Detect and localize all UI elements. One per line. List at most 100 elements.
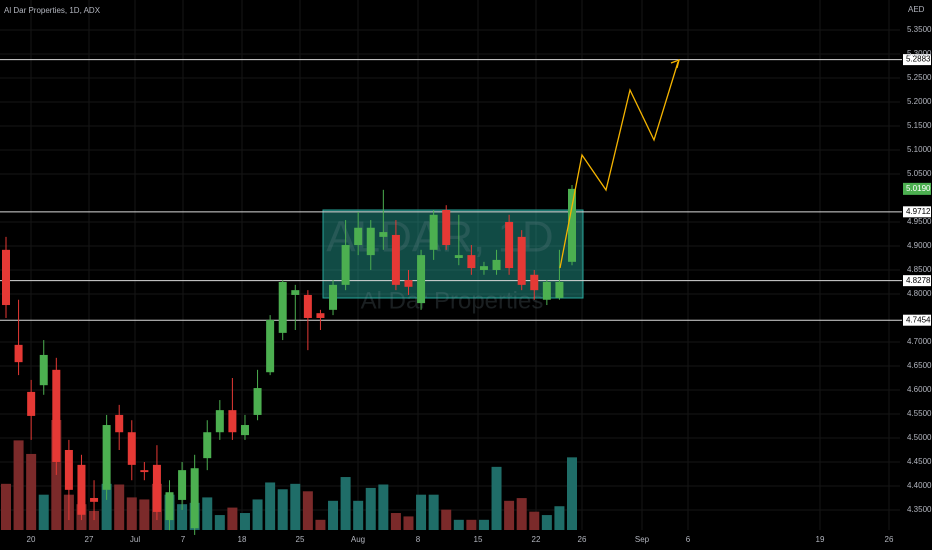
candle-body (329, 284, 338, 310)
volume-bar (416, 494, 427, 530)
volume-bar (390, 513, 401, 530)
chart-title: Al Dar Properties, 1D, ADX (4, 6, 101, 15)
level-label: 5.2883 (906, 55, 931, 64)
candle-body (404, 280, 413, 287)
candle-body (278, 281, 287, 333)
candle-body (505, 221, 514, 269)
level-label-box (903, 314, 931, 326)
y-tick-label: 4.5500 (907, 409, 932, 418)
x-tick-label: 22 (532, 535, 541, 544)
last-price-box (903, 182, 931, 195)
candle-body (215, 410, 224, 433)
volume-bar (567, 457, 577, 530)
candle-body (203, 432, 212, 459)
volume-bar (51, 420, 62, 530)
volume-bar (516, 498, 527, 530)
candle-body (492, 259, 501, 270)
volume-bar (252, 499, 263, 530)
x-tick-label: 8 (416, 535, 421, 544)
candle-body (417, 255, 426, 304)
volume-bar (365, 487, 376, 530)
candle-body (27, 391, 36, 416)
projection-arrow (670, 58, 680, 69)
candle-body (568, 188, 576, 262)
volume-bar (403, 516, 414, 530)
volume-bar (114, 484, 125, 530)
x-tick-label: 19 (816, 535, 825, 544)
candle-body (366, 227, 375, 256)
watermark-name: Al Dar Properties (361, 287, 544, 314)
y-tick-label: 4.8000 (907, 289, 932, 298)
candle-body (77, 464, 86, 515)
x-tick-label: 27 (85, 535, 94, 544)
level-label: 4.8278 (906, 276, 931, 285)
level-label: 4.7454 (906, 315, 931, 324)
x-tick-label: 6 (686, 535, 691, 544)
candle-body (467, 255, 476, 269)
y-tick-label: 4.9000 (907, 241, 932, 250)
candle-body (266, 319, 275, 373)
volume-bar (328, 500, 339, 530)
volume-bar (202, 497, 213, 530)
volume-bar (101, 483, 112, 530)
candle-body (240, 425, 249, 436)
volume-bar (453, 519, 464, 530)
volume-bar (214, 515, 225, 530)
candles (2, 185, 576, 535)
candle-body (228, 410, 237, 433)
candle-body (39, 354, 48, 386)
volume-bar (26, 453, 37, 530)
axes: 5.3500 5.3000 5.2500 5.2000 5.1500 5.1000 5.05… (27, 25, 932, 544)
y-tick-label: 4.9500 (907, 217, 932, 226)
volume-bar (38, 494, 49, 530)
volume-bar (126, 497, 137, 530)
candle-body (152, 464, 161, 512)
x-tick-label: 18 (238, 535, 247, 544)
volume-bar (529, 511, 540, 530)
volume-bar (478, 519, 489, 530)
candle-body (52, 369, 61, 462)
volume-bar (315, 519, 326, 530)
y-tick-label: 5.3500 (907, 25, 932, 34)
y-tick-label: 4.6500 (907, 361, 932, 370)
candle-body (479, 266, 488, 270)
levels: 5.2883 4.9712 4.8278 4.7454 5.0190 (0, 54, 931, 326)
y-tick-label: 4.3500 (907, 505, 932, 514)
volume-bar (353, 500, 364, 530)
x-tick-label: 26 (578, 535, 587, 544)
candle-body (190, 468, 199, 529)
candle-body (253, 388, 262, 415)
y-tick-label: 4.5000 (907, 433, 932, 442)
y-axis-unit: AED (908, 5, 925, 14)
y-tick-label: 5.1000 (907, 145, 932, 154)
x-tick-label: 25 (296, 535, 305, 544)
x-tick-label: Sep (635, 535, 650, 544)
volume-bar (290, 483, 301, 530)
candle-body (64, 449, 73, 490)
candle-body (102, 425, 111, 490)
y-tick-label: 5.1500 (907, 121, 932, 130)
candle-body (542, 281, 551, 300)
candle-body (379, 232, 388, 237)
y-tick-label: 5.2000 (907, 97, 932, 106)
volume-bar (227, 507, 238, 530)
y-tick-label: 4.7000 (907, 337, 932, 346)
volume-bar (541, 515, 552, 530)
y-tick-label: 4.6000 (907, 385, 932, 394)
x-tick-label: 7 (181, 535, 186, 544)
y-tick-label: 5.2500 (907, 73, 932, 82)
candle-body (530, 274, 539, 291)
candle-body (115, 414, 124, 433)
level-label: 4.9712 (906, 207, 931, 216)
candle-body (14, 344, 23, 363)
candle-body (2, 249, 10, 306)
candle-body (316, 313, 325, 318)
y-tick-label: 5.3000 (907, 49, 932, 58)
x-tick-label: Aug (351, 535, 365, 544)
grid (0, 0, 900, 530)
x-tick-label: 26 (885, 535, 894, 544)
volume-bar (441, 509, 452, 530)
x-tick-label: 20 (27, 535, 36, 544)
candle-body (291, 290, 300, 295)
